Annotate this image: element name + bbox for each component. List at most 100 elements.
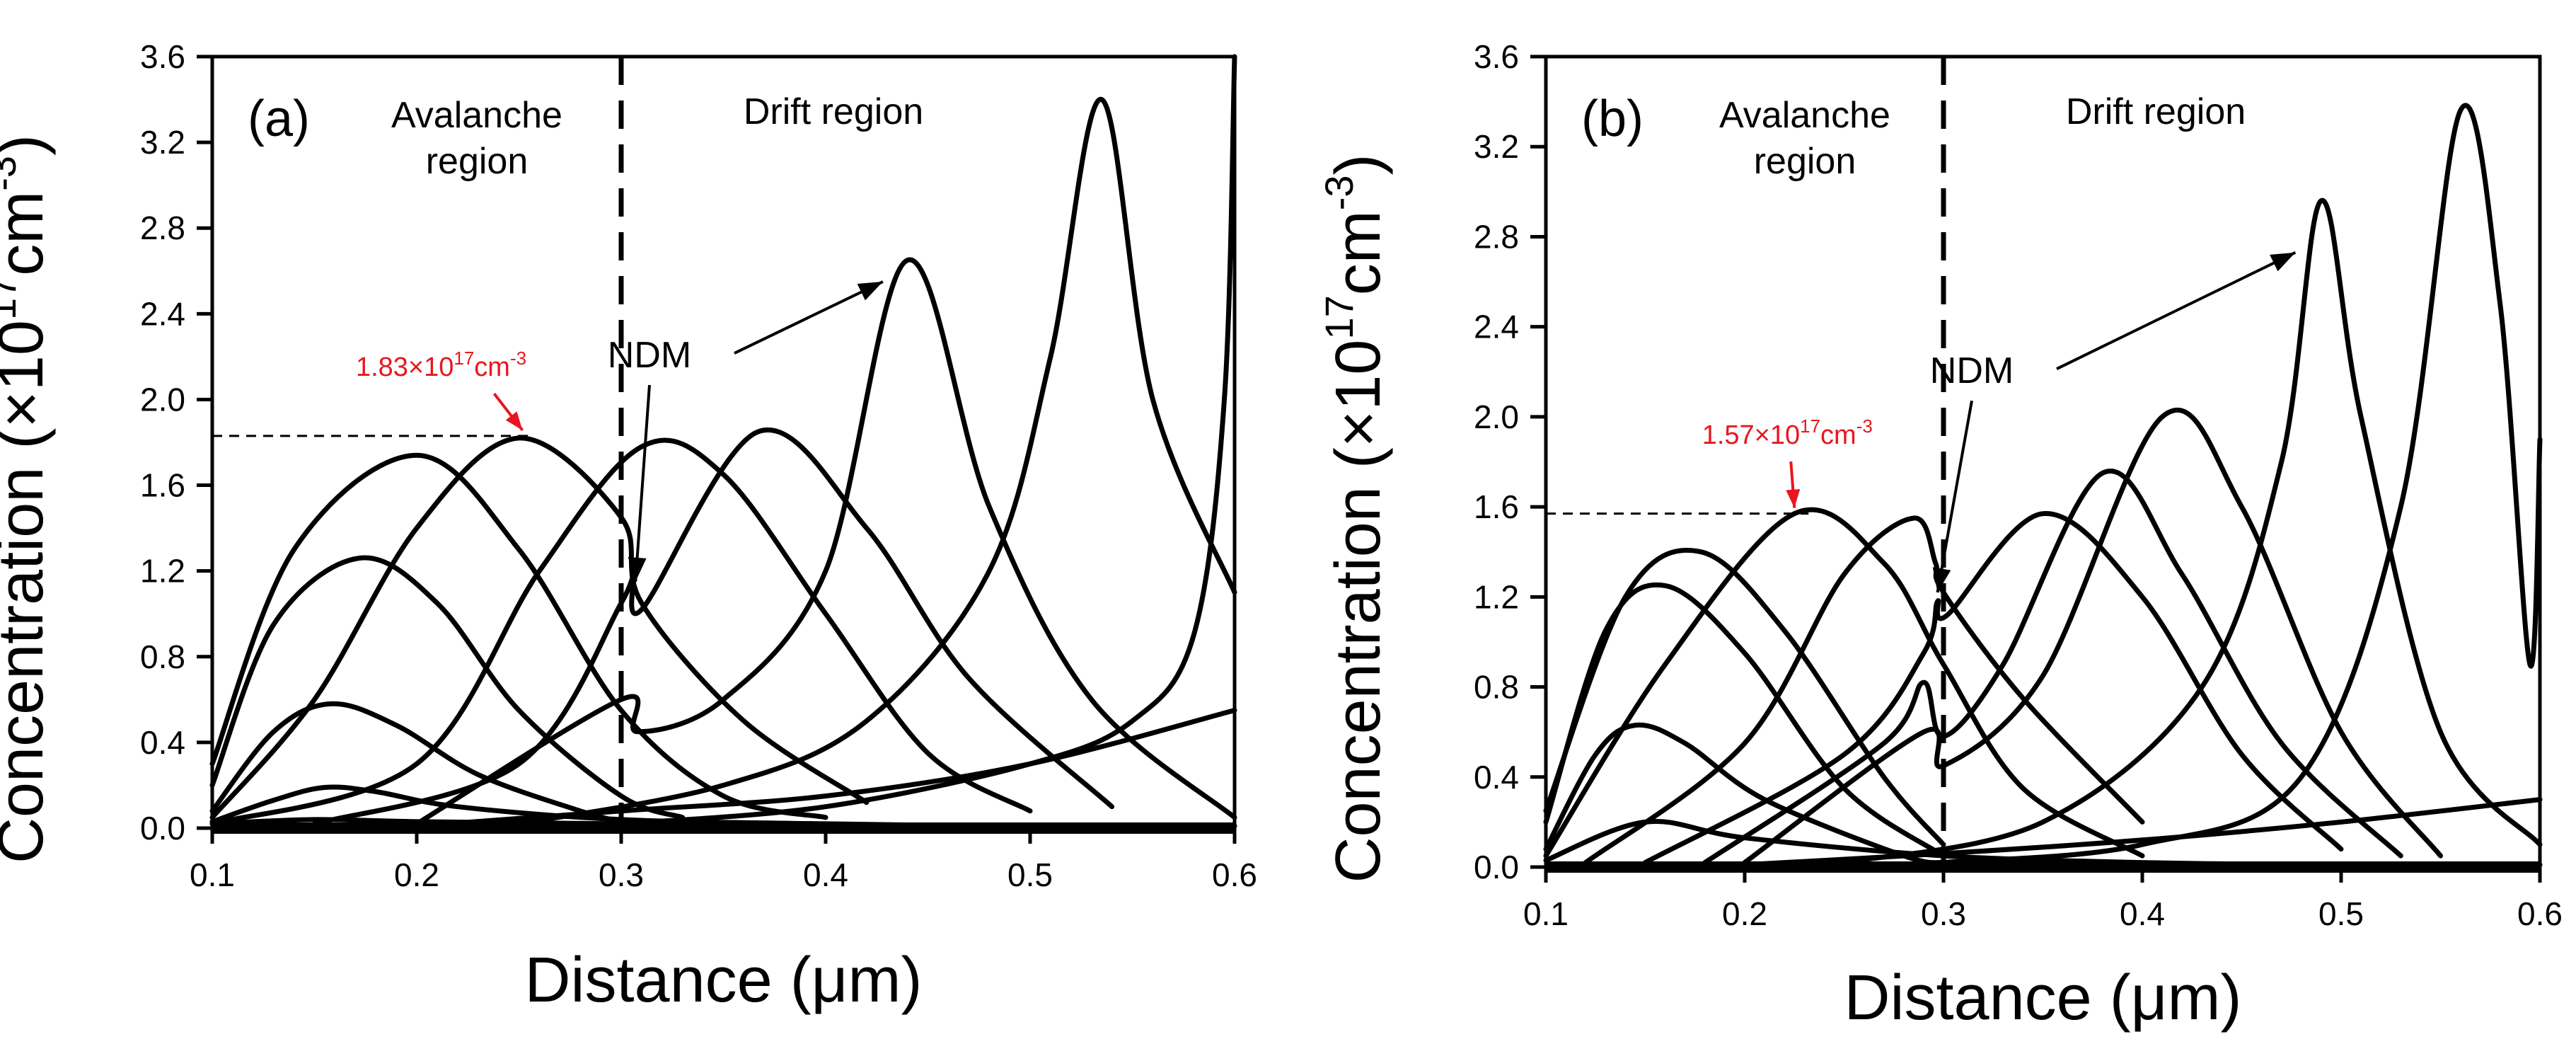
- x-axis-title: Distance (μm): [525, 945, 923, 1016]
- y-tick-label: 1.6: [1474, 488, 1519, 525]
- ndm-arrow-line: [634, 384, 651, 582]
- peak-value-exp: 17: [454, 348, 474, 369]
- series-line-t7: [1643, 511, 2344, 866]
- peak-arrow-head: [1786, 488, 1801, 508]
- series-line-t6: [209, 435, 870, 820]
- peak-value-unit-exp: -3: [510, 348, 526, 369]
- y-axis-title-unit-exp: -3: [1317, 175, 1361, 210]
- y-tick-label: 0.8: [140, 638, 185, 675]
- ndm-arrow-head: [1932, 567, 1951, 592]
- avalanche-region-label-line2: region: [426, 141, 529, 182]
- ndm-arrow-head: [2270, 252, 2296, 272]
- y-axis-title-close: ): [1323, 154, 1394, 175]
- series-line-t8: [312, 428, 1115, 827]
- y-tick-label: 0.4: [1474, 759, 1519, 796]
- y-axis-title-unit: cm: [0, 191, 57, 276]
- series-line-t8: [1702, 469, 2403, 866]
- x-tick-label: 0.2: [394, 856, 439, 893]
- series-line-t9: [414, 257, 1237, 827]
- y-tick-label: 2.0: [1474, 398, 1519, 435]
- series-line-t3: [209, 701, 624, 825]
- y-tick-label: 2.4: [140, 295, 185, 332]
- x-tick-label: 0.5: [1007, 856, 1053, 893]
- x-tick-label: 0.6: [1212, 856, 1257, 893]
- x-tick-label: 0.2: [1722, 895, 1767, 932]
- drift-region-label: Drift region: [744, 91, 923, 132]
- x-tick-label: 0.4: [803, 856, 848, 893]
- x-tick-label: 0.6: [2517, 895, 2563, 932]
- ndm-arrow-line: [2056, 251, 2297, 370]
- y-axis-title-close: ): [0, 134, 57, 156]
- ndm-arrow-line: [734, 280, 884, 355]
- chart-panel-b: 0.1 0.2 0.3 0.4 0.5 0.6 0.0 0.4 0.8 1.2 1.6 2.0 2.4 2…: [1317, 38, 2563, 1033]
- peak-value-main: 1.83×10: [356, 352, 454, 382]
- y-axis-title: Concentration (×1017cm-3): [1317, 154, 1394, 883]
- y-tick-label: 2.8: [140, 210, 185, 246]
- x-tick-label: 0.5: [2318, 895, 2364, 932]
- ndm-label: NDM: [1930, 350, 2014, 391]
- peak-value-main: 1.57×10: [1702, 420, 1800, 450]
- series-line-t11: [618, 54, 1237, 827]
- axis-frame: [1544, 55, 2542, 869]
- series-line-t7: [209, 437, 1033, 827]
- series-line-t4: [1543, 547, 1946, 847]
- series-line-t2: [1543, 722, 1946, 866]
- series-line-t12: [1742, 797, 2543, 868]
- y-tick-label: 3.2: [140, 124, 185, 161]
- y-tick-label: 0.0: [140, 810, 185, 847]
- y-tick-label: 3.6: [140, 38, 185, 75]
- y-tick-label: 2.0: [140, 381, 185, 418]
- y-axis-title-main: Concentration (×10: [1323, 340, 1394, 883]
- series-line-t12: [414, 708, 1237, 829]
- y-tick-label: 0.0: [1474, 849, 1519, 885]
- peak-value-label: 1.83×1017cm-3: [356, 348, 526, 382]
- y-tick-label: 0.4: [140, 724, 185, 761]
- x-tick-label: 0.1: [190, 856, 235, 893]
- axis-frame: [210, 55, 1237, 830]
- y-tick-label: 3.2: [1474, 128, 1519, 165]
- y-tick-label: 0.8: [1474, 669, 1519, 706]
- series-line-t6: [1583, 515, 2145, 866]
- y-axis-title: Concentration (×1017cm-3): [0, 134, 57, 864]
- x-axis-title: Distance (μm): [1844, 963, 2242, 1033]
- avalanche-region-label: Avalanche: [391, 95, 562, 136]
- ndm-label: NDM: [608, 335, 691, 376]
- series-line-t3: [1543, 582, 1946, 859]
- series-line-t4: [209, 555, 686, 820]
- panel-label: (a): [248, 91, 310, 147]
- ndm-arrow-head: [857, 281, 883, 301]
- x-tick-label: 0.3: [1921, 895, 1966, 932]
- drift-region-label: Drift region: [2066, 91, 2246, 132]
- peak-arrow-head: [505, 411, 523, 430]
- y-tick-label: 1.6: [140, 467, 185, 504]
- peak-value-exp: 17: [1800, 415, 1820, 437]
- x-tick-label: 0.3: [599, 856, 644, 893]
- y-axis-title-main: Concentration (×10: [0, 320, 57, 864]
- ndm-arrow-line: [1936, 400, 1973, 593]
- peak-value-label: 1.57×1017cm-3: [1702, 415, 1873, 450]
- y-tick-label: 2.4: [1474, 309, 1519, 345]
- y-axis-title-exp: 17: [1317, 295, 1361, 339]
- y-tick-label: 3.6: [1474, 38, 1519, 75]
- series-line-t10: [516, 97, 1237, 827]
- panel-label: (b): [1581, 91, 1644, 147]
- series-line-t9: [1742, 408, 2443, 866]
- y-tick-label: 2.8: [1474, 218, 1519, 255]
- x-tick-label: 0.1: [1523, 895, 1569, 932]
- peak-value-unit-exp: -3: [1856, 415, 1873, 437]
- peak-value-unit: cm: [474, 352, 510, 382]
- y-axis-title-exp: 17: [0, 276, 24, 320]
- y-tick-label: 1.2: [140, 553, 185, 590]
- x-tick-label: 0.4: [2120, 895, 2165, 932]
- y-axis-title-unit: cm: [1323, 210, 1394, 295]
- series-line-t5: [1543, 507, 2145, 859]
- y-tick-label: 1.2: [1474, 578, 1519, 615]
- avalanche-region-label: Avalanche: [1719, 95, 1890, 136]
- peak-value-unit: cm: [1820, 420, 1856, 450]
- y-axis-title-unit-exp: -3: [0, 156, 24, 191]
- chart-panel-a: 0.1 0.2 0.3 0.4 0.5 0.6 0.0 0.4 0.8 1.2 1.6 2.0 2.4 2…: [0, 38, 1257, 1016]
- avalanche-region-label-line2: region: [1754, 141, 1856, 182]
- ndm-arrow-head: [628, 556, 647, 582]
- series-line-t10: [1842, 198, 2543, 866]
